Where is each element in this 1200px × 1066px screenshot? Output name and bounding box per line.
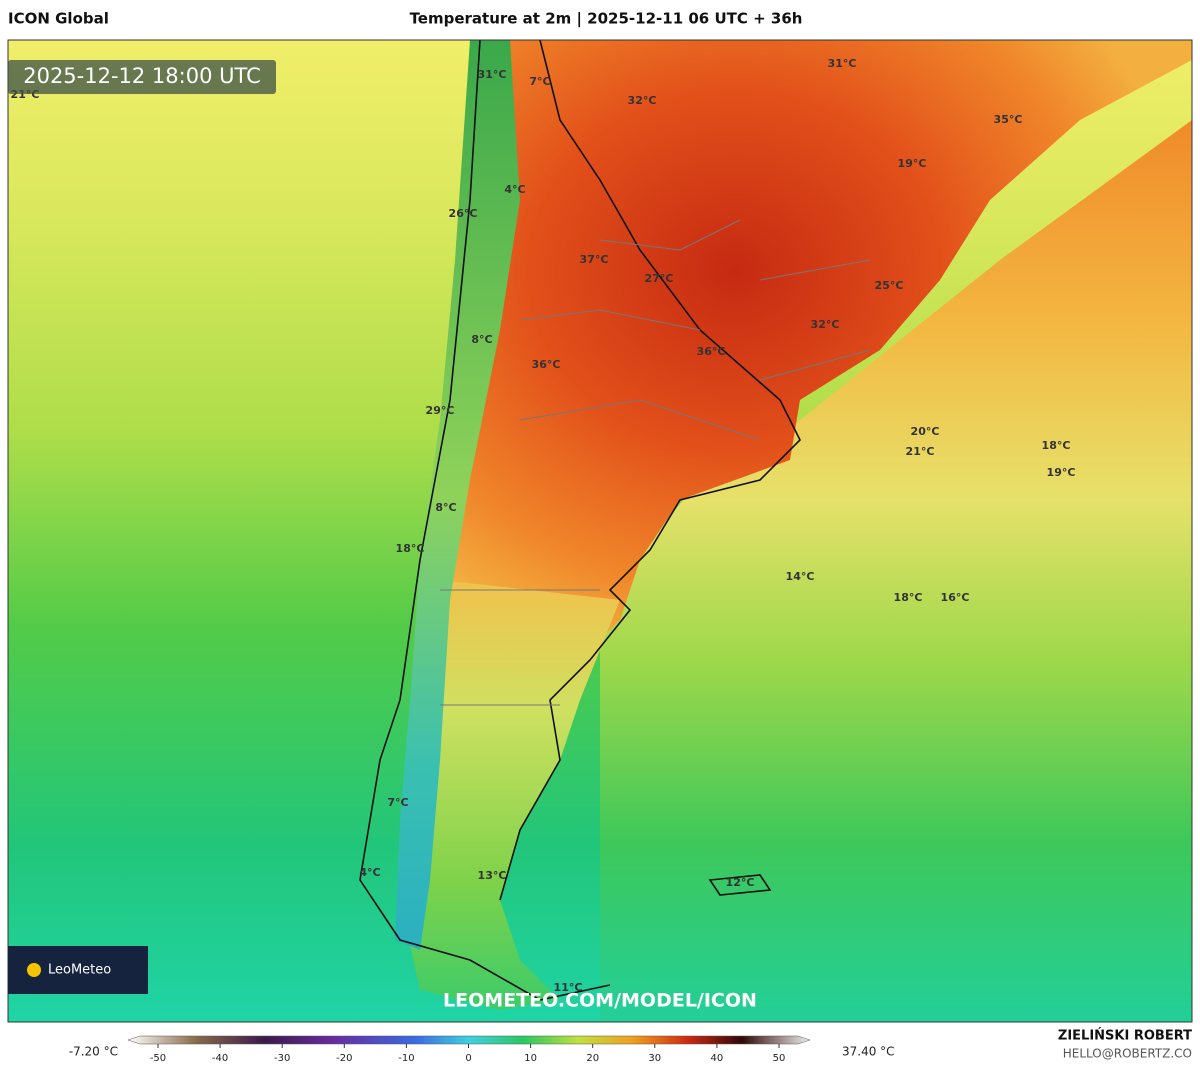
temperature-label: 18°C [894, 591, 923, 604]
map-area: 21°C 31°C 7°C 32°C 31°C 35°C 19°C 4°C 26°C 37°C 27… [7, 39, 1193, 1023]
temperature-label: 26°C [449, 207, 478, 220]
temperature-label: 4°C [504, 183, 525, 196]
temperature-label: 4°C [359, 866, 380, 879]
map-frame [7, 39, 1193, 1023]
land-north [430, 40, 1192, 700]
temperature-label: 35°C [994, 113, 1023, 126]
colorbar-tick-label: 0 [465, 1053, 471, 1064]
colorbar-tick-label: -40 [212, 1053, 228, 1064]
colorbar [127, 1035, 811, 1045]
temperature-label: 8°C [471, 333, 492, 346]
watermark: LEOMETEO.COM/MODEL/ICON [443, 990, 757, 1012]
title: Temperature at 2m | 2025-12-11 06 UTC + … [410, 10, 803, 29]
colorbar-tick-label: 20 [586, 1053, 599, 1064]
temperature-label: 25°C [875, 279, 904, 292]
colorbar-tick-label: 40 [711, 1053, 724, 1064]
colorbar-tick-label: -10 [398, 1053, 414, 1064]
temperature-label: 32°C [628, 94, 657, 107]
contact: HELLO@ROBERTZ.CO [1063, 1047, 1192, 1061]
colorbar-max: 37.40 °C [842, 1045, 895, 1059]
temperature-label: 16°C [941, 591, 970, 604]
logo-sun [27, 963, 41, 977]
model-name: ICON Global [8, 10, 109, 28]
coastline [359, 39, 801, 1001]
atlantic-ocean [600, 120, 1192, 1022]
temperature-label: 21°C [906, 445, 935, 458]
temperature-label: 37°C [580, 253, 609, 266]
temperature-label: 36°C [697, 345, 726, 358]
temperature-label: 29°C [426, 404, 455, 417]
valid-time: 2025-12-12 18:00 UTC [23, 64, 261, 88]
colorbar-tick-label: -30 [274, 1053, 290, 1064]
temperature-label: 14°C [786, 570, 815, 583]
time-badge [8, 60, 276, 94]
colorbar-ticks: -50 -40 -30 -20 -10 0 10 20 30 40 50 [150, 1044, 786, 1064]
colorbar-tick-label: -50 [150, 1053, 166, 1064]
temperature-label: 31°C [828, 57, 857, 70]
temperature-label: 11°C [554, 981, 583, 994]
author: ZIELIŃSKI ROBERT [1058, 1028, 1192, 1044]
colorbar-tick-label: 10 [524, 1053, 537, 1064]
temperature-label: 18°C [1042, 439, 1071, 452]
temperature-label: 20°C [911, 425, 940, 438]
temperature-label: 8°C [435, 501, 456, 514]
temperature-labels: 21°C 31°C 7°C 32°C 31°C 35°C 19°C 4°C 26°C 37°C 27… [11, 57, 1076, 994]
colorbar-tick-label: 30 [648, 1053, 661, 1064]
andes [395, 40, 520, 950]
temperature-label: 7°C [387, 796, 408, 809]
temperature-label: 7°C [529, 75, 550, 88]
temperature-label: 27°C [645, 272, 674, 285]
temperature-label: 13°C [478, 869, 507, 882]
colorbar-min: -7.20 °C [69, 1045, 118, 1059]
borders [440, 219, 871, 706]
temperature-label: 12°C [726, 876, 755, 889]
temperature-label: 36°C [532, 358, 561, 371]
temperature-label: 19°C [898, 157, 927, 170]
colorbar-tick-label: 50 [773, 1053, 786, 1064]
temperature-label: 31°C [478, 68, 507, 81]
patagonia [400, 580, 620, 1010]
temperature-label: 32°C [811, 318, 840, 331]
temperature-label: 18°C [396, 542, 425, 555]
logo-text: LeoMeteo [48, 963, 111, 978]
colorbar-tick-label: -20 [336, 1053, 352, 1064]
temperature-label: 19°C [1047, 466, 1076, 479]
